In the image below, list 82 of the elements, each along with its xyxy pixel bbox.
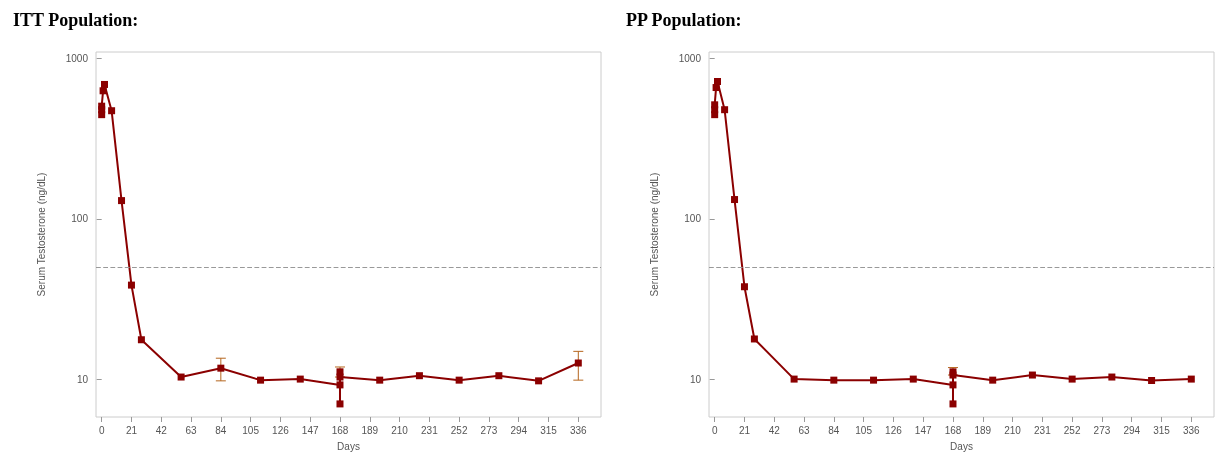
point [108, 107, 116, 115]
point [909, 375, 917, 383]
point [1187, 375, 1195, 383]
point [217, 364, 225, 372]
point [870, 376, 878, 384]
point [1028, 371, 1036, 379]
x-tick-label: 84 [215, 424, 227, 436]
y-axis-title: Serum Testosterone (ng/dL) [648, 172, 660, 297]
x-tick-label: 273 [1093, 424, 1111, 436]
point [127, 281, 135, 289]
point [949, 381, 957, 389]
point [415, 372, 423, 380]
point [721, 106, 729, 114]
x-tick-label: 63 [185, 424, 198, 436]
point [1108, 373, 1116, 381]
x-tick-label: 168 [944, 424, 962, 436]
y-tick-label: 10 [76, 373, 89, 385]
chart-title: PP Population: [626, 10, 742, 30]
point [711, 101, 719, 109]
point [989, 376, 997, 384]
x-tick-label: 63 [798, 424, 811, 436]
y-axis-title: Serum Testosterone (ng/dL) [35, 172, 47, 297]
point [118, 197, 126, 205]
x-axis-title: Days [337, 440, 360, 452]
x-tick-label: 42 [768, 424, 781, 436]
x-tick-label: 231 [421, 424, 439, 436]
point [137, 336, 145, 344]
x-tick-label: 252 [450, 424, 468, 436]
x-tick-label: 315 [1153, 424, 1171, 436]
point [790, 375, 798, 383]
point [830, 376, 838, 384]
x-tick-label: 315 [540, 424, 558, 436]
chart-title: ITT Population: [13, 10, 139, 30]
x-tick-label: 126 [272, 424, 290, 436]
x-tick-label: 42 [155, 424, 168, 436]
x-tick-label: 273 [480, 424, 498, 436]
point [257, 376, 265, 384]
point [336, 381, 344, 389]
x-tick-label: 0 [98, 424, 105, 436]
point [455, 376, 463, 384]
x-tick-label: 168 [331, 424, 349, 436]
y-tick-label: 10 [689, 373, 702, 385]
point [574, 359, 582, 367]
x-tick-label: 0 [711, 424, 718, 436]
point [296, 375, 304, 383]
point [714, 77, 722, 85]
point [336, 400, 344, 408]
point [535, 377, 543, 385]
point [376, 376, 384, 384]
x-tick-label: 231 [1034, 424, 1052, 436]
point [750, 335, 758, 343]
point [101, 80, 109, 88]
x-tick-label: 105 [855, 424, 873, 436]
x-tick-label: 147 [914, 424, 932, 436]
point [731, 196, 739, 204]
point [949, 400, 957, 408]
point [98, 102, 106, 110]
x-tick-label: 189 [974, 424, 992, 436]
x-tick-label: 252 [1063, 424, 1081, 436]
x-tick-label: 21 [125, 424, 138, 436]
x-tick-label: 147 [301, 424, 319, 436]
x-tick-label: 294 [1123, 424, 1141, 436]
y-tick-label: 100 [71, 213, 89, 225]
x-axis-title: Days [950, 440, 973, 452]
x-tick-label: 105 [242, 424, 260, 436]
x-tick-label: 336 [1182, 424, 1201, 436]
x-tick-label: 336 [569, 424, 588, 436]
point [177, 373, 185, 381]
y-tick-label: 1000 [678, 53, 702, 65]
y-tick-label: 1000 [65, 53, 89, 65]
x-tick-label: 126 [885, 424, 903, 436]
point [1148, 377, 1156, 384]
x-tick-label: 294 [510, 424, 528, 436]
point [740, 283, 748, 291]
point [1068, 375, 1076, 383]
x-tick-label: 84 [828, 424, 840, 436]
x-tick-label: 21 [738, 424, 751, 436]
x-tick-label: 210 [391, 424, 409, 436]
x-tick-label: 210 [1004, 424, 1022, 436]
x-tick-label: 189 [361, 424, 379, 436]
point [495, 372, 503, 380]
y-tick-label: 100 [684, 213, 702, 225]
